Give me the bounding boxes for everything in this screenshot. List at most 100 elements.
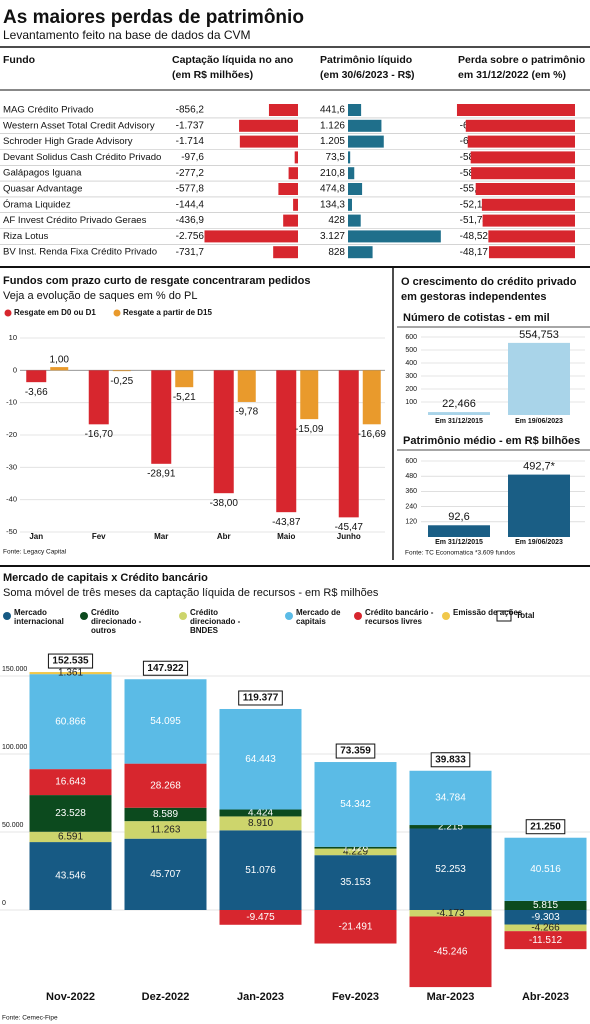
fund-name: AF Invest Crédito Privado Geraes (3, 215, 147, 226)
segment (124, 807, 207, 822)
segment-label: -21.491 (339, 921, 373, 932)
bar (348, 183, 363, 195)
bar (475, 183, 575, 195)
bar (467, 135, 575, 148)
x-tick-label: Junho (337, 532, 361, 541)
value-label: -97,6 (181, 152, 204, 163)
value-label: 210,8 (320, 168, 345, 179)
segment (124, 821, 207, 839)
x-tick-label: Em 31/12/2015 (435, 539, 483, 546)
x-tick-label: Jan (29, 532, 43, 541)
value-label: -9,78 (235, 407, 258, 418)
y-tick-label: -40 (6, 495, 17, 504)
value-label: -2.756 (176, 231, 205, 242)
fund-name: Western Asset Total Credit Advisory (3, 120, 155, 131)
segment-label: 52.253 (435, 864, 466, 875)
fund-name: Schroder High Grade Advisory (3, 136, 133, 147)
x-tick-label: Abr-2023 (522, 991, 569, 1003)
legend-swatch (496, 610, 512, 622)
y-tick-label: 600 (405, 334, 417, 341)
legend-label: Resgate em D0 ou D1 (14, 308, 96, 317)
value-label: 554,753 (519, 329, 559, 341)
total-label: 73.359 (340, 746, 371, 757)
y-tick-label: 0 (13, 365, 17, 374)
y-tick-label: 240 (405, 503, 417, 510)
bar (276, 370, 297, 513)
bar (88, 370, 109, 425)
total-label: 147.922 (147, 663, 184, 674)
y-tick-label: 150.000 (2, 666, 27, 673)
value-label: -731,7 (176, 247, 205, 258)
chart-subtitle: Soma móvel de três meses da captação líq… (3, 587, 379, 599)
source: Fonte: TC Economatica *3.609 fundos (405, 550, 516, 557)
section-title: em gestoras independentes (401, 291, 547, 303)
total-box (430, 752, 471, 768)
segment-label: 34.784 (435, 793, 466, 804)
y-tick-label: 600 (405, 458, 417, 465)
segment (504, 837, 587, 901)
x-tick-label: Mar (154, 532, 168, 541)
chart-title: Fundos com prazo curto de resgate concen… (3, 275, 310, 287)
segment (29, 842, 112, 910)
y-tick-label: 100 (405, 399, 417, 406)
total-box (335, 743, 376, 759)
x-tick-label: Maio (277, 532, 295, 541)
y-tick-label: 10 (9, 333, 17, 342)
segment (219, 816, 302, 831)
total-label: 152.535 (52, 656, 89, 667)
column-header: Perda sobre o patrimônio (458, 54, 585, 66)
bar (112, 370, 131, 372)
chart-title: Mercado de capitais x Crédito bancário (3, 572, 208, 584)
value-label: -55,61 (460, 184, 489, 195)
value-label: 92,6 (448, 511, 469, 523)
value-label: -577,8 (176, 184, 205, 195)
value-label: -48,52 (460, 231, 489, 242)
chart-subtitle: Veja a evolução de saques em % do PL (3, 290, 197, 302)
legend-swatch (179, 612, 187, 620)
segment-label: -4.173 (436, 908, 465, 919)
value-label: -45,47 (335, 522, 364, 533)
segment (29, 674, 112, 770)
segment-label: -9.475 (246, 912, 275, 923)
y-tick-label: 500 (405, 347, 417, 354)
total-label: 119.377 (243, 693, 279, 704)
bar (456, 104, 575, 116)
segment (314, 848, 397, 856)
segment-label: -11.512 (529, 935, 563, 946)
value-label: -0,25 (110, 376, 133, 387)
value-label: -277,2 (176, 168, 205, 179)
segment-label: 2.215 (438, 821, 463, 832)
page-title: As maiores perdas de patrimônio (3, 7, 304, 28)
value-label: -5,21 (173, 392, 196, 403)
value-label: 73,5 (326, 152, 346, 163)
segment-label: 51.076 (245, 865, 276, 876)
segment (124, 763, 207, 808)
source: Fonte: Cemec-Fipe (2, 1015, 58, 1022)
column-header: em 31/12/2022 (em %) (458, 69, 566, 81)
bar (348, 167, 355, 180)
y-tick-label: -30 (6, 462, 17, 471)
bar (338, 370, 359, 518)
chart-title: Número de cotistas - em mil (403, 312, 550, 324)
total-label: 39.833 (435, 754, 466, 765)
segment (409, 916, 492, 988)
bar (348, 246, 373, 259)
segment-label: 60.866 (55, 716, 86, 727)
segment (124, 838, 207, 910)
fund-name: BV Inst. Renda Fixa Crédito Privado (3, 247, 157, 258)
value-label: -144,4 (176, 199, 205, 210)
segment (504, 931, 587, 950)
legend-swatch (113, 309, 121, 317)
bar (278, 183, 298, 195)
segment-label: 8.910 (248, 818, 273, 829)
value-label: -52,15 (460, 199, 489, 210)
segment-label: 43.546 (55, 871, 86, 882)
bar (348, 214, 361, 227)
bar (237, 370, 256, 402)
segment-label: -45.246 (434, 946, 468, 957)
segment (504, 900, 587, 910)
fund-name: Devant Solidus Cash Crédito Privado (3, 152, 161, 163)
y-tick-label: 120 (405, 519, 417, 526)
segment-label: 45.707 (150, 869, 181, 880)
